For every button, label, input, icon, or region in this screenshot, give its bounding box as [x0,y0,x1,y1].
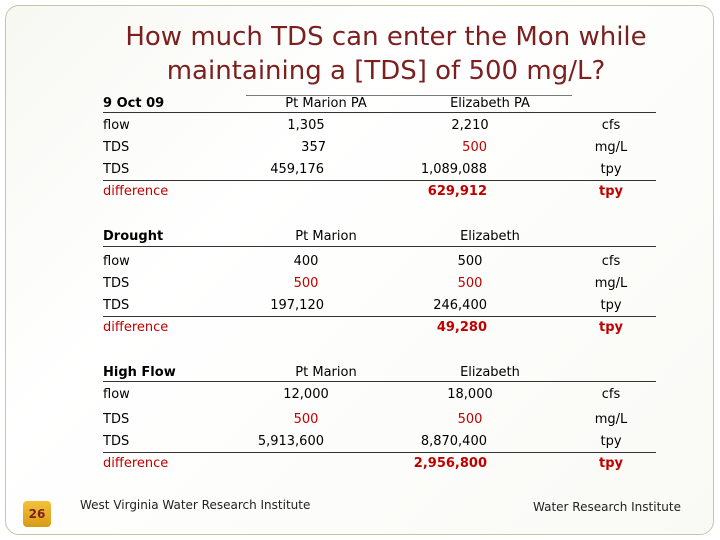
high-pt-flow: 12,000 [283,387,329,402]
drought-pt-flow: 400 [293,254,319,269]
oct-el-tds-conc: 500 [462,140,487,155]
oct-pt-flow: 1,305 [287,118,325,133]
oct-unit-flow: cfs [601,118,621,133]
high-unit-flow: cfs [601,387,621,402]
drought-header-elizabeth: Elizabeth [460,229,520,244]
slide: How much TDS can enter the Mon while mai… [5,5,714,535]
high-row-label-tds-load: TDS [103,434,130,449]
high-row-label-tds-conc: TDS [103,412,130,427]
oct-row-label-tds-conc: TDS [103,140,130,155]
footer-left-institute: West Virginia Water Research Institute [80,498,311,512]
drought-row-label-tds-conc: TDS [103,276,130,291]
oct-header-pt-marion: Pt Marion PA [285,96,367,111]
drought-header-rule [103,246,656,247]
footer-right-institute: Water Research Institute [533,500,681,514]
oct-header-rule [103,112,656,113]
oct-row-label-tds-load: TDS [103,162,130,177]
high-flow-label: High Flow [103,365,176,380]
drought-el-difference: 49,280 [436,320,487,335]
oct-row-label-flow: flow [103,118,130,133]
high-row-label-difference: difference [103,456,169,471]
oct-el-tds-load: 1,089,088 [420,162,487,177]
high-unit-tds-conc: mg/L [594,412,628,427]
drought-unit-tds-conc: mg/L [594,276,628,291]
high-header-pt-marion: Pt Marion [295,365,357,380]
high-difference-rule [103,452,656,453]
drought-row-label-tds-load: TDS [103,298,130,313]
drought-el-tds-load: 246,400 [433,298,487,313]
oct-unit-tds-conc: mg/L [594,140,628,155]
oct-el-flow: 2,210 [451,118,489,133]
high-unit-difference: tpy [599,456,623,471]
high-el-difference: 2,956,800 [413,456,487,471]
oct-difference-rule [103,180,656,181]
oct-row-label-difference: difference [103,184,169,199]
high-unit-tds-load: tpy [600,434,622,449]
high-pt-tds-load: 5,913,600 [257,434,324,449]
drought-header-pt-marion: Pt Marion [295,229,357,244]
drought-unit-tds-load: tpy [600,298,622,313]
oct-pt-tds-conc: 357 [301,140,326,155]
drought-row-label-flow: flow [103,254,130,269]
drought-row-label-difference: difference [103,320,169,335]
high-pt-tds-conc: 500 [293,412,319,427]
high-el-tds-load: 8,870,400 [420,434,487,449]
high-el-flow: 18,000 [447,387,493,402]
oct-header-elizabeth: Elizabeth PA [450,96,530,111]
oct-el-difference: 629,912 [427,184,487,199]
oct-date-label: 9 Oct 09 [103,96,165,111]
title-underline [246,95,572,96]
oct-pt-tds-load: 459,176 [270,162,324,177]
high-header-rule [103,381,656,382]
drought-unit-flow: cfs [601,254,621,269]
slide-title-line-2: maintaining a [TDS] of 500 mg/L? [166,56,606,86]
drought-el-flow: 500 [457,254,483,269]
drought-pt-tds-conc: 500 [293,276,319,291]
drought-pt-tds-load: 197,120 [270,298,324,313]
drought-el-tds-conc: 500 [457,276,483,291]
slide-title-line-1: How much TDS can enter the Mon while [125,22,647,52]
drought-difference-rule [103,316,656,317]
oct-unit-tds-load: tpy [600,162,622,177]
high-el-tds-conc: 500 [457,412,483,427]
oct-unit-difference: tpy [599,184,623,199]
drought-unit-difference: tpy [599,320,623,335]
high-row-label-flow: flow [103,387,130,402]
drought-label: Drought [103,229,164,244]
high-header-elizabeth: Elizabeth [460,365,520,380]
page-number: 26 [23,501,51,527]
